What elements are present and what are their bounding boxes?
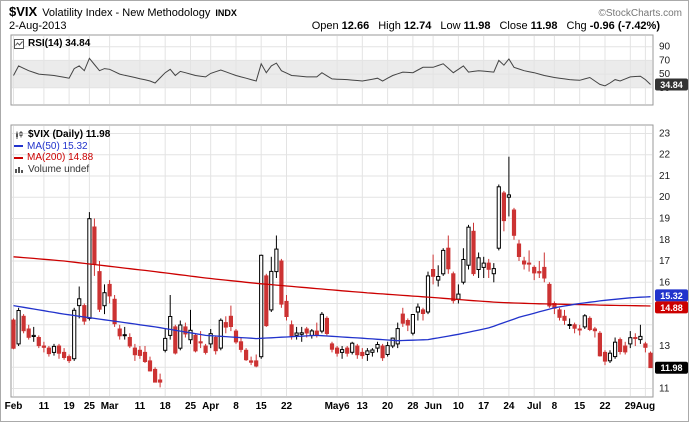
svg-text:18: 18 — [659, 235, 671, 246]
chart-date: 2-Aug-2013 — [9, 20, 67, 32]
ma200-legend-row: MA(200) 14.88 — [14, 152, 110, 164]
svg-text:Aug: Aug — [636, 401, 655, 412]
svg-text:17: 17 — [478, 401, 490, 412]
svg-text:14.88: 14.88 — [660, 303, 683, 313]
quote-open: Open 12.66 — [311, 20, 370, 32]
main-legend: $VIX (Daily) 11.98 MA(50) 15.32 MA(200) … — [14, 129, 110, 175]
svg-text:13: 13 — [659, 341, 671, 352]
svg-text:20: 20 — [659, 192, 671, 203]
ma200-line — [13, 256, 651, 307]
symbol-legend-label: $VIX (Daily) 11.98 — [28, 129, 111, 141]
rsi-legend: RSI(14) 34.84 — [14, 38, 90, 49]
quote-high: High 12.74 — [378, 20, 432, 32]
svg-text:22: 22 — [659, 150, 671, 161]
rsi-label: RSI(14) 34.84 — [28, 38, 91, 49]
volume-legend-label: Volume undef — [28, 163, 90, 175]
svg-text:50: 50 — [659, 69, 671, 80]
svg-text:19: 19 — [659, 214, 671, 225]
svg-text:8: 8 — [552, 401, 558, 412]
quote-row: 2-Aug-2013 Open 12.66 High 12.74 Low 11.98 … — [9, 20, 660, 32]
quote-change: Chg -0.96 (-7.42%) — [566, 20, 661, 32]
svg-text:15.32: 15.32 — [660, 291, 683, 301]
ma200-legend-label: MA(200) 14.88 — [27, 152, 94, 164]
svg-text:11: 11 — [39, 401, 50, 412]
quote-low: Low 11.98 — [440, 20, 491, 32]
svg-text:May6: May6 — [325, 401, 350, 412]
exchange: INDX — [215, 8, 237, 18]
ma50-legend-row: MA(50) 15.32 — [14, 141, 110, 153]
svg-text:11.98: 11.98 — [660, 363, 682, 373]
quote-close: Close 11.98 — [499, 20, 558, 32]
ma50-line — [13, 296, 651, 342]
svg-text:21: 21 — [659, 171, 671, 182]
svg-text:22: 22 — [599, 401, 611, 412]
svg-text:16: 16 — [659, 277, 671, 288]
ma200-line-sample — [14, 156, 23, 159]
svg-text:34.84: 34.84 — [660, 80, 683, 90]
svg-text:11: 11 — [659, 384, 670, 395]
svg-text:28: 28 — [407, 401, 419, 412]
svg-text:70: 70 — [659, 55, 671, 66]
symbol-legend-row: $VIX (Daily) 11.98 — [14, 129, 110, 141]
svg-text:Apr: Apr — [202, 401, 219, 412]
copyright: ©StockCharts.com — [598, 8, 682, 19]
svg-text:19: 19 — [64, 401, 76, 412]
value-badges: 15.32 14.88 11.98 34.84 — [655, 78, 688, 374]
volume-legend-row: Volume undef — [14, 164, 110, 176]
svg-text:90: 90 — [659, 42, 671, 53]
svg-text:24: 24 — [503, 401, 515, 412]
svg-text:15: 15 — [256, 401, 268, 412]
candlestick-icon — [16, 130, 23, 139]
svg-text:25: 25 — [185, 401, 197, 412]
svg-text:17: 17 — [659, 256, 671, 267]
svg-text:Jul: Jul — [527, 401, 542, 412]
svg-text:15: 15 — [574, 401, 586, 412]
axis-labels: 9070503023222120191817161311Feb111925Mar… — [5, 42, 671, 412]
ohlc-quote: Open 12.66 High 12.74 Low 11.98 Close 11.98 … — [312, 20, 660, 32]
svg-text:25: 25 — [84, 401, 96, 412]
svg-text:22: 22 — [281, 401, 293, 412]
rsi-line — [13, 57, 651, 87]
svg-text:Mar: Mar — [101, 401, 119, 412]
gridlines — [12, 36, 652, 396]
svg-text:8: 8 — [233, 401, 239, 412]
svg-text:Feb: Feb — [5, 401, 23, 412]
svg-text:29: 29 — [625, 401, 637, 412]
svg-text:10: 10 — [453, 401, 465, 412]
svg-text:23: 23 — [659, 129, 671, 140]
chart-header: $VIX Volatility Index - New Methodology … — [9, 4, 682, 19]
candlesticks — [11, 156, 653, 388]
ma50-line-sample — [14, 145, 23, 148]
symbol: $VIX — [9, 4, 38, 19]
svg-text:20: 20 — [382, 401, 394, 412]
volume-icon — [15, 167, 23, 174]
svg-text:18: 18 — [160, 401, 172, 412]
svg-text:Jun: Jun — [424, 401, 442, 412]
security-name: Volatility Index - New Methodology — [42, 7, 211, 19]
ma50-legend-label: MA(50) 15.32 — [27, 140, 88, 152]
svg-text:13: 13 — [357, 401, 369, 412]
svg-text:11: 11 — [135, 401, 146, 412]
indicator-icon — [14, 38, 24, 49]
